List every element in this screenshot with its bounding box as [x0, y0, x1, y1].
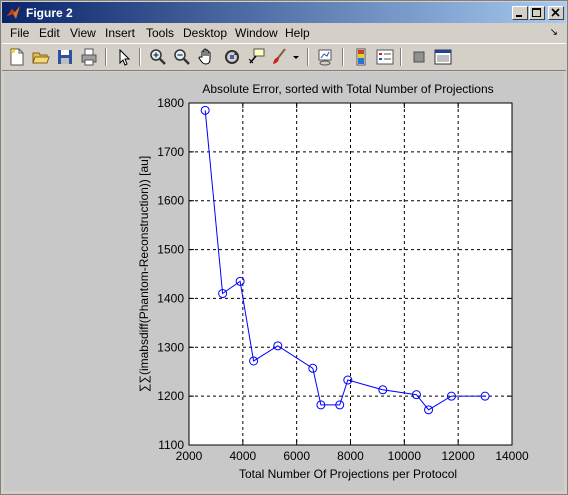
y-tick-label: 1100 — [158, 438, 184, 452]
menu-view[interactable]: View — [70, 26, 96, 40]
menu-desktop[interactable]: Desktop — [183, 26, 228, 40]
menu-bar: File Edit View Insert Tools Desktop Wind… — [2, 24, 566, 42]
x-axis-ticks: 2000 4000 6000 8000 10000 12000 14000 — [176, 103, 529, 463]
rotate-3d-icon — [225, 50, 239, 64]
print-button[interactable] — [79, 47, 99, 67]
data-point[interactable] — [273, 341, 283, 351]
data-point[interactable] — [249, 356, 259, 366]
y-axis-ticks: 1100 1200 1300 1400 1500 1600 1700 1800 — [157, 96, 512, 452]
legend-button[interactable] — [375, 47, 395, 67]
y-tick-label: 1500 — [157, 243, 184, 257]
legend-icon — [376, 49, 394, 65]
x-axis-label: Total Number Of Projections per Protocol — [239, 467, 457, 481]
edit-plot-arrow-icon — [119, 48, 131, 66]
open-file-icon — [32, 52, 50, 64]
data-point[interactable] — [411, 390, 421, 400]
menu-window[interactable]: Window — [235, 26, 278, 40]
maximize-icon — [532, 8, 541, 17]
show-plot-tools-icon — [434, 49, 452, 65]
data-point[interactable] — [218, 289, 228, 299]
zoom-out-icon — [174, 49, 190, 65]
y-tick-label: 1800 — [157, 96, 184, 110]
minimize-button[interactable] — [512, 6, 528, 20]
edit-plot-button[interactable] — [114, 47, 134, 67]
x-tick-label: 14000 — [495, 449, 529, 463]
colorbar-button[interactable] — [351, 47, 371, 67]
figure-toolbar — [2, 43, 566, 71]
brush-button[interactable] — [270, 47, 290, 67]
data-point[interactable] — [424, 405, 434, 415]
toolbar-separator — [139, 48, 141, 66]
menu-tools[interactable]: Tools — [146, 26, 175, 40]
grid-lines — [189, 103, 512, 445]
menu-file[interactable]: File — [10, 26, 30, 40]
data-series — [200, 105, 490, 415]
x-tick-label: 12000 — [441, 449, 475, 463]
data-point[interactable] — [446, 391, 456, 401]
pan-button[interactable] — [196, 47, 216, 67]
x-tick-label: 10000 — [388, 449, 422, 463]
x-tick-label: 6000 — [283, 449, 310, 463]
link-plot-icon — [318, 49, 332, 66]
brush-icon — [273, 48, 286, 64]
chart-title: Absolute Error, sorted with Total Number… — [202, 82, 493, 96]
matlab-logo-icon — [7, 6, 20, 19]
data-point[interactable] — [308, 363, 318, 373]
window-title: Figure 2 — [26, 6, 73, 20]
close-icon — [551, 8, 560, 17]
y-tick-label: 1200 — [157, 389, 184, 403]
y-tick-label: 1700 — [157, 145, 184, 159]
zoom-in-button[interactable] — [148, 47, 168, 67]
menu-insert[interactable]: Insert — [105, 26, 136, 40]
y-axis-label: ∑∑(imabsdiff(Phantom-Reconstruction)) [a… — [137, 156, 151, 392]
data-point[interactable] — [480, 391, 490, 401]
hide-plot-tools-button[interactable] — [409, 47, 429, 67]
new-figure-icon — [10, 48, 24, 66]
maximize-button[interactable] — [529, 6, 545, 20]
data-cursor-icon — [248, 48, 265, 64]
print-icon — [81, 48, 97, 66]
x-tick-label: 8000 — [337, 449, 364, 463]
menu-help[interactable]: Help — [285, 26, 310, 40]
toolbar-separator — [400, 48, 402, 66]
y-tick-label: 1600 — [157, 194, 184, 208]
colorbar-icon — [356, 48, 366, 66]
zoom-out-button[interactable] — [172, 47, 192, 67]
pan-hand-icon — [198, 48, 211, 65]
rotate-3d-button[interactable] — [222, 47, 242, 67]
open-file-button[interactable] — [31, 47, 51, 67]
data-point[interactable] — [335, 400, 345, 410]
close-button[interactable] — [548, 6, 564, 20]
save-icon — [58, 50, 72, 64]
save-button[interactable] — [55, 47, 75, 67]
x-tick-label: 2000 — [176, 449, 203, 463]
toolbar-separator — [105, 48, 107, 66]
data-point[interactable] — [316, 400, 326, 410]
brush-dropdown-icon — [293, 56, 299, 59]
toolbar-separator — [307, 48, 309, 66]
figure-canvas: Absolute Error, sorted with Total Number… — [4, 72, 564, 491]
y-tick-label: 1400 — [157, 291, 184, 305]
zoom-in-icon — [150, 49, 166, 65]
data-point[interactable] — [343, 375, 353, 385]
toolbar-separator — [342, 48, 344, 66]
link-plot-button[interactable] — [316, 47, 336, 67]
x-tick-label: 4000 — [229, 449, 256, 463]
plot-svg: Absolute Error, sorted with Total Number… — [137, 82, 529, 481]
title-bar[interactable]: Figure 2 — [2, 2, 566, 23]
data-cursor-button[interactable] — [246, 47, 266, 67]
new-figure-button[interactable] — [7, 47, 27, 67]
data-point[interactable] — [235, 276, 245, 286]
y-tick-label: 1300 — [157, 340, 184, 354]
minimize-icon — [516, 15, 522, 17]
data-point[interactable] — [200, 105, 210, 115]
dock-arrow-icon[interactable]: ↘ — [549, 27, 558, 38]
hide-plot-tools-icon — [413, 51, 425, 63]
show-plot-tools-button[interactable] — [433, 47, 453, 67]
brush-dropdown-button[interactable] — [291, 47, 301, 67]
menu-edit[interactable]: Edit — [39, 26, 60, 40]
series-line — [204, 110, 486, 411]
data-point[interactable] — [378, 385, 388, 395]
